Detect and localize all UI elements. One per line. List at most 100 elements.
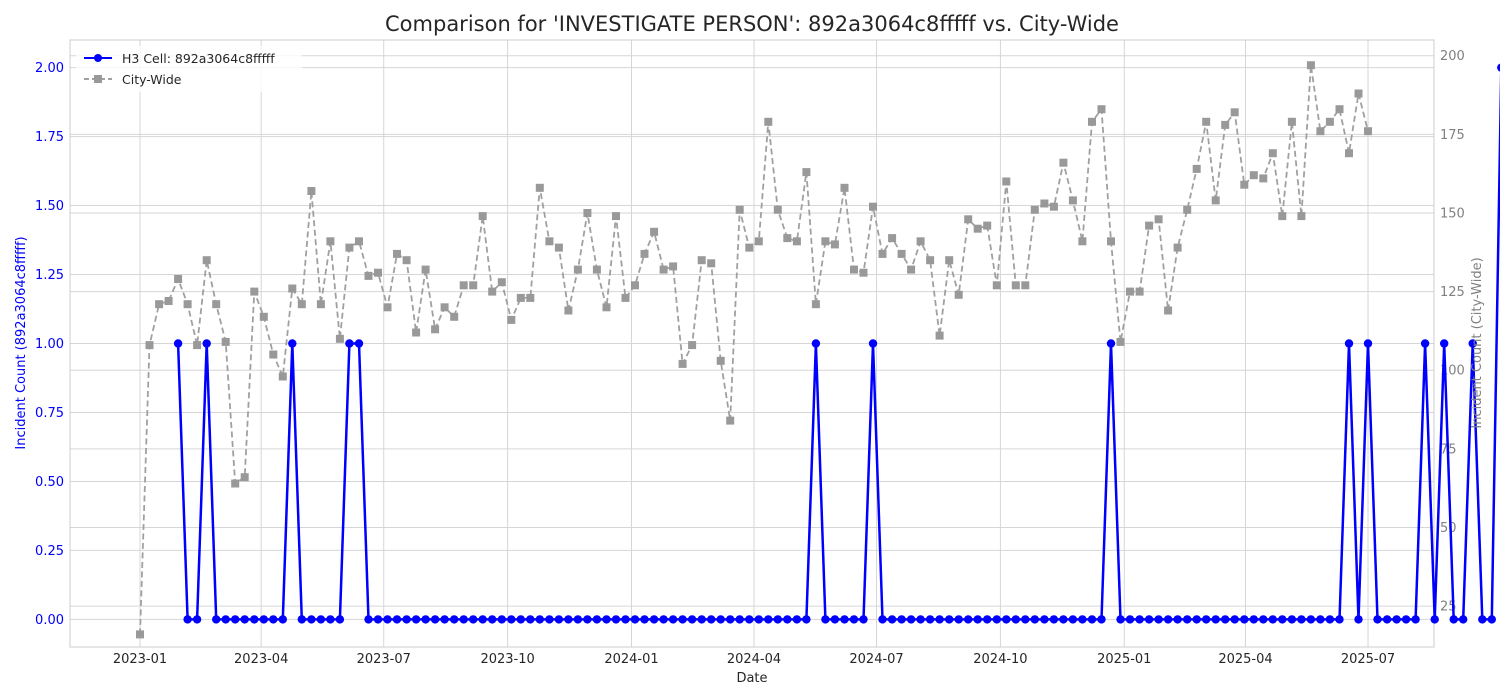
x-tick-label: 2025-07 (1341, 652, 1395, 667)
city-wide-point (155, 300, 164, 309)
h3-cell-point (1268, 615, 1278, 624)
h3-cell-point (830, 615, 840, 624)
city-wide-point (830, 240, 839, 249)
legend-box (76, 46, 302, 92)
city-wide-point (1287, 117, 1296, 126)
legend-city-label: City-Wide (122, 72, 182, 87)
h3-cell-point (516, 615, 525, 624)
city-wide-point (421, 265, 430, 274)
left-y-tick-label: 0.75 (35, 406, 64, 421)
h3-cell-point (611, 615, 621, 624)
h3-cell-point (488, 615, 497, 624)
legend-h3-label: H3 Cell: 892a3064c8fffff (122, 51, 275, 66)
city-wide-point (240, 473, 249, 482)
h3-cell-point (354, 339, 364, 348)
h3-cell-point (602, 615, 611, 624)
h3-cell-point (1116, 615, 1125, 624)
x-tick-label: 2024-01 (604, 652, 658, 667)
city-wide-point (316, 300, 325, 309)
h3-cell-point (697, 615, 706, 624)
city-wide-point (1325, 117, 1334, 126)
city-wide-point (669, 262, 678, 271)
city-wide-point (1202, 117, 1211, 126)
city-wide-point (1097, 105, 1106, 114)
h3-cell-point (421, 615, 430, 624)
h3-cell-point (1392, 615, 1401, 624)
city-wide-point (1259, 174, 1268, 183)
h3-cell-point (240, 615, 249, 624)
h3-cell-point (307, 615, 316, 624)
city-wide-point (1183, 205, 1192, 214)
city-wide-point (811, 300, 820, 309)
city-wide-point (964, 215, 973, 224)
h3-cell-point (1240, 615, 1249, 624)
h3-cell-point (887, 615, 897, 624)
h3-cell-point (592, 615, 602, 624)
city-wide-point (231, 479, 240, 488)
h3-cell-point (392, 615, 402, 624)
city-wide-line (139, 65, 1369, 635)
city-wide-point (1135, 287, 1144, 296)
h3-cell-point (1249, 615, 1259, 624)
h3-cell-point (954, 615, 963, 624)
city-wide-point (136, 630, 144, 639)
h3-cell-point (1287, 615, 1297, 624)
city-wide-point (1068, 196, 1077, 205)
x-tick-label: 2023-01 (113, 652, 167, 667)
city-wide-point (1040, 199, 1049, 208)
h3-cell-point (1125, 615, 1135, 624)
city-wide-point (850, 265, 858, 274)
h3-cell-point (973, 615, 982, 624)
h3-cell-point (373, 615, 383, 624)
city-wide-point (212, 300, 221, 309)
h3-cell-point (878, 615, 887, 624)
city-wide-point (1316, 127, 1325, 136)
city-wide-point (954, 290, 963, 299)
left-y-tick-label: 0.00 (35, 613, 64, 628)
h3-cell-point (964, 615, 973, 624)
city-wide-point (297, 300, 306, 309)
city-wide-point (764, 117, 773, 126)
h3-cell-point (754, 615, 763, 624)
city-wide-point (745, 243, 754, 252)
city-wide-point (821, 237, 830, 246)
h3-cell-point (316, 615, 326, 624)
h3-cell-point (1059, 615, 1068, 624)
h3-cell-point (1259, 615, 1268, 624)
city-wide-point (1345, 149, 1353, 158)
city-wide-point (1354, 89, 1363, 98)
city-wide-point (650, 227, 659, 236)
x-axis-label: Date (736, 671, 767, 686)
city-wide-point (1297, 212, 1306, 221)
city-wide-point (916, 237, 925, 246)
city-wide-point (631, 281, 639, 290)
h3-cell-point (687, 615, 697, 624)
legend-city-marker (94, 75, 102, 83)
city-wide-point (1364, 127, 1372, 136)
h3-cell-point (1068, 615, 1078, 624)
city-wide-point (250, 287, 259, 296)
city-wide-point (688, 341, 697, 350)
h3-cell-point (649, 615, 659, 624)
h3-cell-point (259, 615, 268, 624)
h3-cell-point (183, 615, 192, 624)
city-wide-point (288, 284, 297, 293)
h3-cell-point (630, 615, 640, 624)
h3-cell-point (1497, 63, 1500, 72)
city-wide-point (973, 224, 982, 233)
h3-cell-point (764, 615, 773, 624)
city-wide-point (792, 237, 801, 246)
city-wide-point (345, 243, 354, 252)
h3-cell-point (792, 615, 802, 624)
h3-cell-point (221, 615, 230, 624)
h3-cell-point (1468, 339, 1477, 348)
city-wide-point (307, 187, 316, 195)
city-wide-point (1116, 337, 1125, 346)
chart-title: Comparison for 'INVESTIGATE PERSON': 892… (385, 12, 1119, 36)
city-wide-point (326, 237, 335, 246)
city-wide-point (678, 359, 687, 368)
h3-cell-point (1106, 339, 1116, 348)
city-wide-point (564, 306, 573, 315)
